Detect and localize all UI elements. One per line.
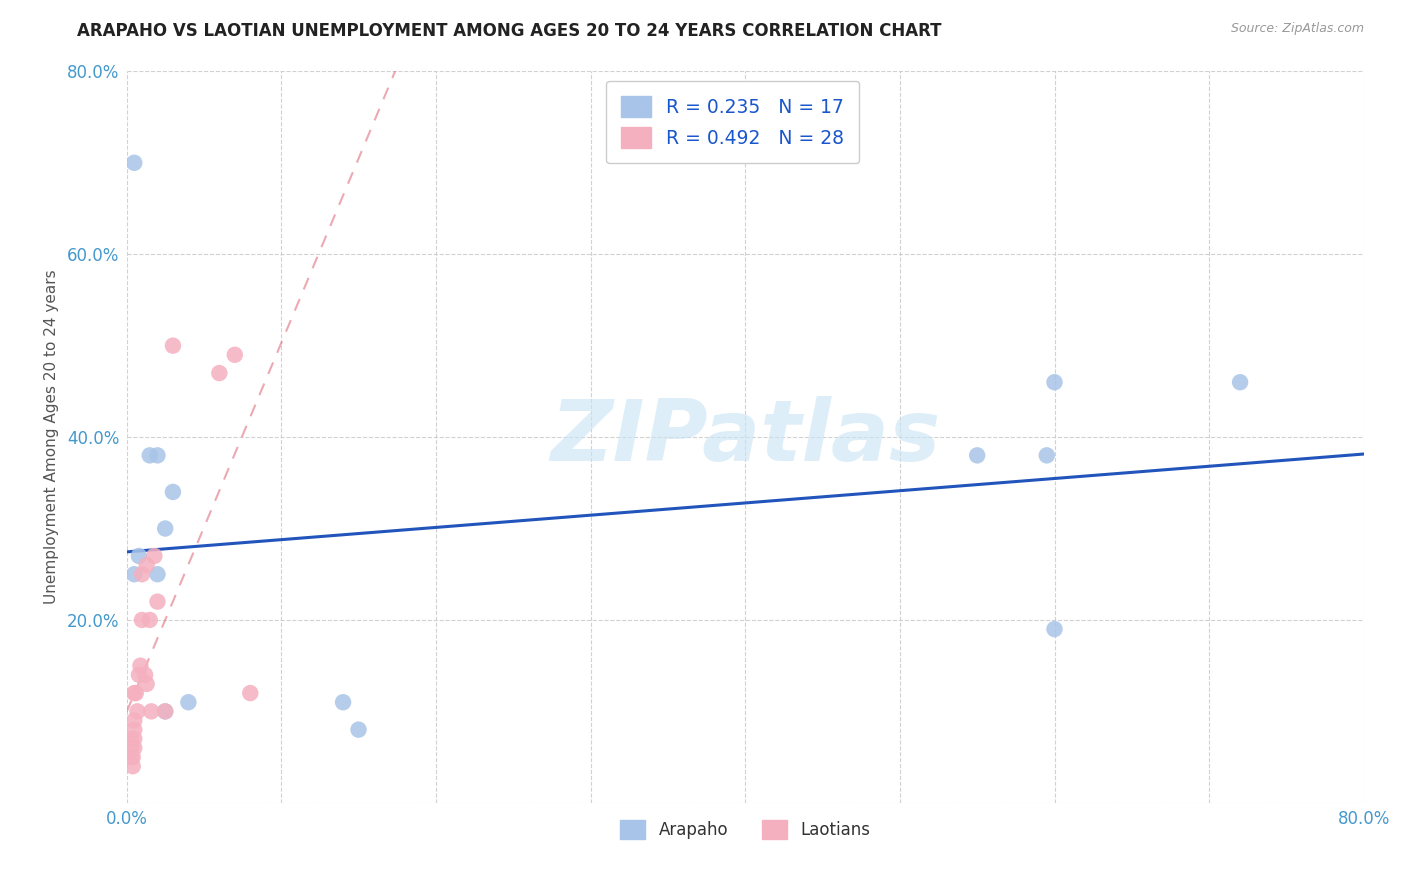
- Text: ZIPatlas: ZIPatlas: [550, 395, 941, 479]
- Point: [124, 714, 146, 728]
- Point: [143, 549, 166, 563]
- Legend: Arapaho, Laotians: Arapaho, Laotians: [613, 814, 877, 846]
- Text: ARAPAHO VS LAOTIAN UNEMPLOYMENT AMONG AGES 20 TO 24 YEARS CORRELATION CHART: ARAPAHO VS LAOTIAN UNEMPLOYMENT AMONG AG…: [77, 22, 942, 40]
- Point: [128, 549, 150, 563]
- Point: [332, 695, 354, 709]
- Point: [177, 695, 200, 709]
- Point: [347, 723, 370, 737]
- Point: [135, 677, 157, 691]
- Point: [162, 338, 184, 352]
- Point: [138, 613, 160, 627]
- Point: [153, 521, 177, 535]
- Point: [131, 613, 153, 627]
- Point: [120, 731, 142, 746]
- Point: [146, 448, 169, 462]
- Point: [1043, 375, 1066, 389]
- Point: [153, 705, 177, 719]
- Point: [1043, 622, 1066, 636]
- Point: [124, 156, 146, 170]
- Point: [120, 740, 142, 755]
- Point: [966, 448, 988, 462]
- Point: [162, 485, 184, 500]
- Point: [146, 594, 169, 608]
- Y-axis label: Unemployment Among Ages 20 to 24 years: Unemployment Among Ages 20 to 24 years: [44, 269, 59, 605]
- Point: [224, 348, 246, 362]
- Point: [138, 448, 160, 462]
- Point: [121, 759, 143, 773]
- Point: [127, 705, 149, 719]
- Point: [1035, 448, 1057, 462]
- Point: [120, 750, 142, 764]
- Point: [208, 366, 231, 380]
- Point: [125, 686, 148, 700]
- Point: [124, 731, 146, 746]
- Point: [239, 686, 262, 700]
- Point: [124, 686, 146, 700]
- Point: [121, 750, 143, 764]
- Point: [141, 705, 163, 719]
- Point: [129, 658, 152, 673]
- Point: [146, 567, 169, 582]
- Point: [128, 667, 150, 681]
- Point: [124, 740, 146, 755]
- Point: [124, 723, 146, 737]
- Point: [153, 705, 177, 719]
- Point: [135, 558, 157, 573]
- Point: [124, 567, 146, 582]
- Point: [131, 567, 153, 582]
- Point: [1229, 375, 1251, 389]
- Text: Source: ZipAtlas.com: Source: ZipAtlas.com: [1230, 22, 1364, 36]
- Point: [134, 667, 156, 681]
